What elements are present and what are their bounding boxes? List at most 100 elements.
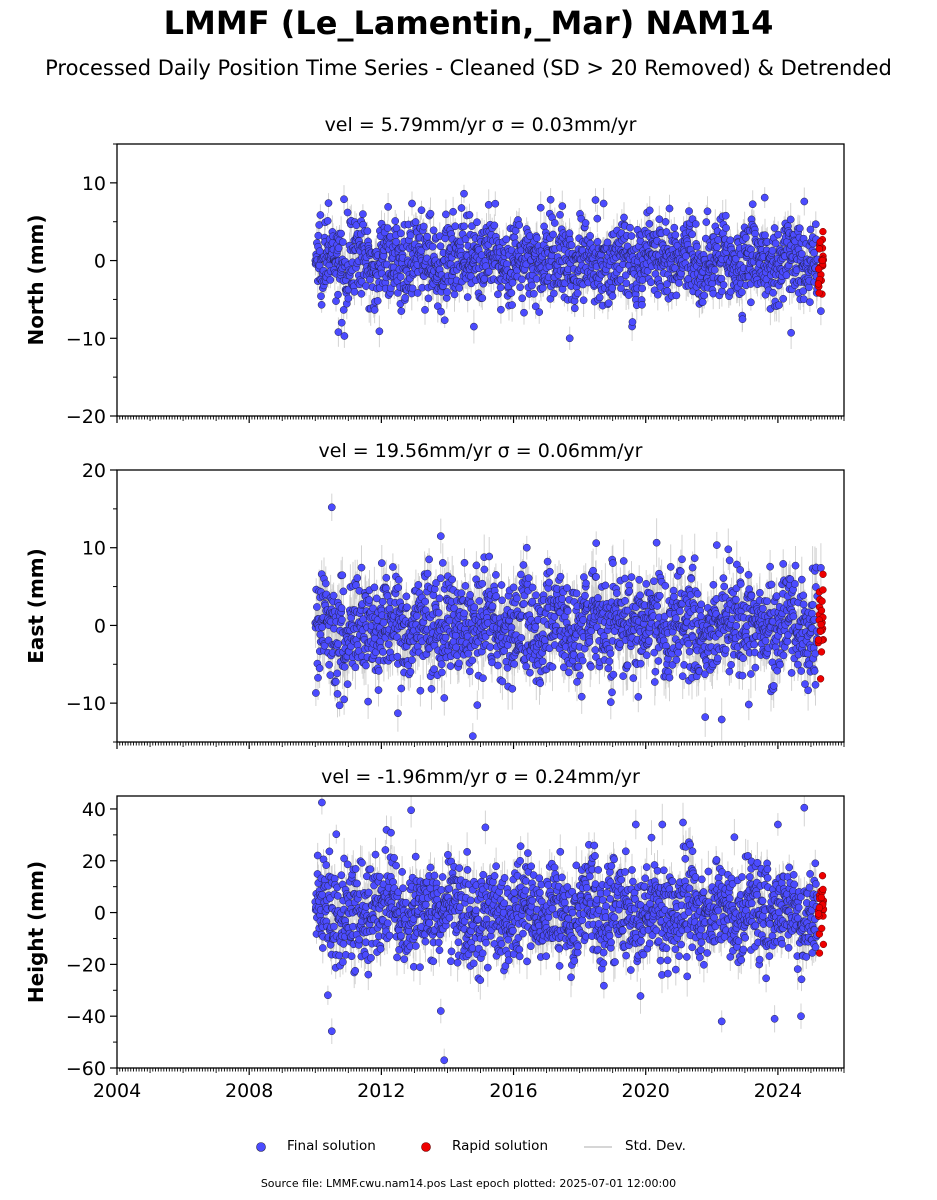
final-point (700, 291, 709, 300)
final-point (502, 235, 511, 244)
final-point (805, 283, 813, 292)
final-point (451, 222, 460, 231)
final-point (599, 199, 608, 208)
final-point (344, 294, 353, 303)
final-point (691, 220, 700, 228)
final-point (373, 297, 382, 305)
final-point (324, 199, 333, 207)
final-point (449, 207, 457, 216)
final-point (530, 289, 538, 298)
final-point (665, 204, 674, 213)
final-point (675, 279, 683, 287)
final-point (799, 287, 808, 295)
final-point (672, 291, 681, 300)
y-tick-label: 10 (82, 173, 106, 195)
final-point (383, 224, 392, 232)
height-panel-title: vel = -1.96mm/yr σ = 0.24mm/yr (321, 766, 640, 788)
final-point (473, 218, 481, 227)
final-point (719, 281, 728, 289)
final-point (621, 271, 630, 280)
final-point (771, 239, 780, 248)
figure-subtitle: Processed Daily Position Time Series - C… (45, 56, 892, 80)
final-point (370, 306, 379, 314)
final-point (539, 284, 547, 292)
final-point (647, 278, 655, 287)
final-point (359, 220, 368, 229)
final-point (722, 224, 730, 232)
final-point (573, 289, 582, 298)
final-point (340, 195, 348, 204)
final-point (685, 207, 693, 215)
final-point (406, 231, 415, 240)
final-point (391, 217, 400, 225)
final-point (591, 196, 600, 204)
final-point (455, 284, 464, 292)
final-point (624, 291, 633, 299)
final-point (565, 334, 574, 343)
final-point (494, 290, 502, 299)
figure-title: LMMF (Le_Lamentin,_Mar) NAM14 (163, 4, 774, 42)
final-point (558, 202, 567, 210)
final-point (363, 227, 372, 235)
final-point (581, 219, 590, 227)
final-point (343, 208, 352, 217)
y-tick-label: −10 (66, 328, 106, 350)
final-point (429, 226, 438, 235)
final-point (638, 284, 647, 293)
final-point (546, 195, 555, 204)
final-point (392, 237, 401, 246)
final-point (638, 300, 646, 309)
final-point (645, 206, 654, 215)
final-point (698, 298, 707, 306)
final-point (317, 292, 325, 301)
final-point (536, 203, 545, 212)
final-point (337, 229, 345, 238)
final-point (718, 287, 726, 296)
rapid-point (815, 245, 824, 253)
final-point (670, 223, 679, 232)
final-point (426, 209, 435, 218)
rapid-point (815, 265, 823, 273)
final-point (396, 272, 405, 281)
final-point (608, 284, 617, 292)
final-point (397, 307, 406, 315)
final-point (748, 200, 757, 209)
final-point (339, 306, 348, 314)
final-point (362, 282, 370, 290)
final-point (565, 229, 574, 238)
final-point (806, 298, 814, 306)
final-point (811, 220, 820, 229)
final-point (800, 197, 809, 206)
final-point (516, 283, 524, 292)
final-point (491, 199, 500, 208)
final-point (567, 241, 576, 249)
final-point (626, 223, 634, 232)
final-point (653, 290, 662, 299)
final-point (375, 327, 384, 336)
final-point (417, 206, 426, 215)
final-point (421, 306, 429, 314)
final-point (769, 288, 777, 297)
rapid-point (816, 238, 824, 246)
final-point (703, 207, 712, 216)
final-point (775, 301, 783, 309)
final-point (645, 219, 654, 228)
final-point (332, 297, 340, 305)
final-point (738, 288, 746, 297)
final-point (436, 242, 445, 251)
final-point (570, 304, 579, 313)
final-point (770, 224, 779, 232)
final-point (549, 230, 557, 239)
y-tick-label: −20 (66, 406, 106, 428)
final-point (323, 217, 332, 225)
final-point (556, 210, 564, 219)
final-point (460, 189, 468, 198)
east-series (311, 493, 827, 742)
east-panel-title: vel = 19.56mm/yr σ = 0.06mm/yr (318, 440, 643, 462)
final-point (443, 288, 451, 296)
final-point (317, 300, 326, 309)
final-point (603, 238, 612, 247)
final-point (340, 332, 349, 340)
final-point (787, 328, 795, 337)
rapid-point (815, 289, 823, 297)
